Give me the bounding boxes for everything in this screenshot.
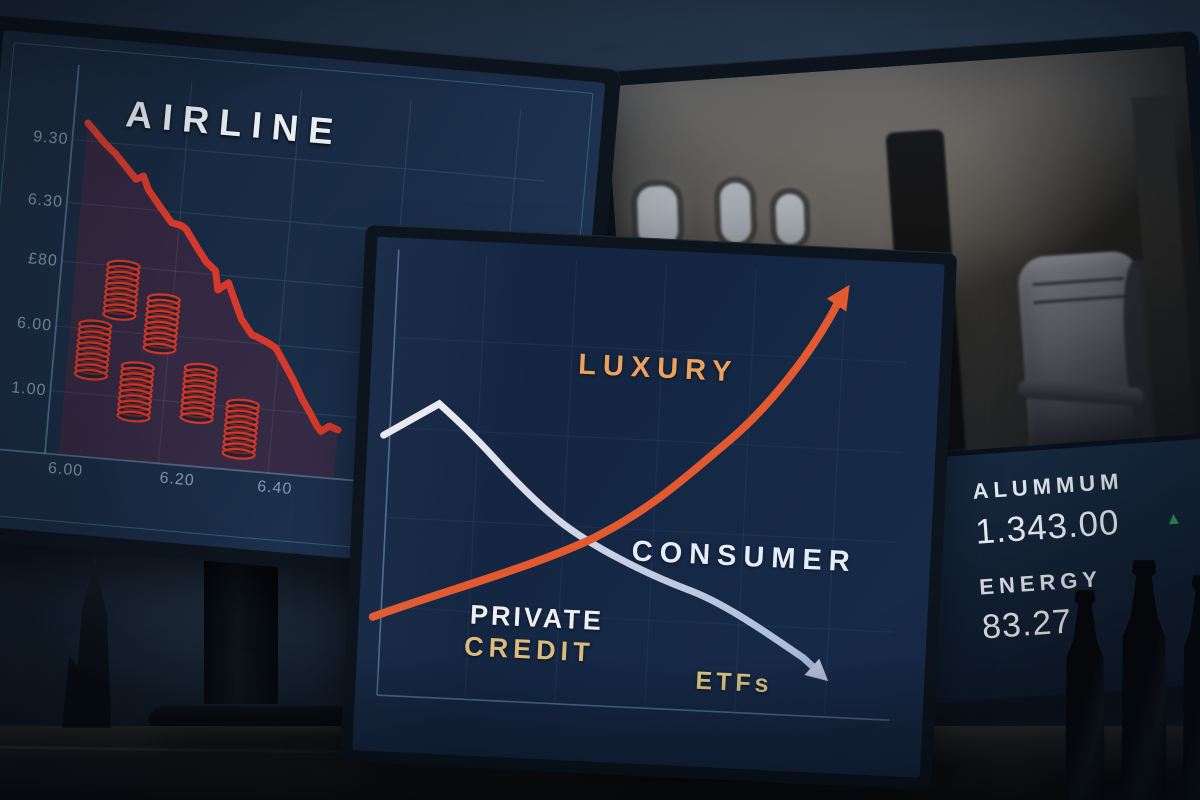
coin-stack-icon <box>115 360 156 424</box>
center-monitor-screen: LUXURY CONSUMER PRIVATE CREDIT ETFs <box>352 236 945 778</box>
label-etfs: ETFs <box>694 666 774 699</box>
x-axis-tick: 6.20 <box>158 469 196 490</box>
ticker-value-row: 1.343.00 ▲ <box>974 498 1183 552</box>
ticker-price: 83.27 <box>980 602 1074 647</box>
luxury-line <box>368 297 843 621</box>
label-credit: CREDIT <box>463 631 596 668</box>
center-monitor: LUXURY CONSUMER PRIVATE CREDIT ETFs <box>339 224 958 791</box>
coin-stack-icon <box>101 258 142 323</box>
price-up-icon: ▲ <box>1164 508 1183 529</box>
y-axis-tick: 1.00 <box>10 379 48 400</box>
ticker-row: ALUMMUM 1.343.00 ▲ <box>972 464 1184 552</box>
ticker-symbol: ALUMMUM <box>971 468 1125 504</box>
coin-stack-icon <box>73 318 113 382</box>
coin-stack-icon <box>179 361 219 426</box>
coin-stack-icon <box>141 292 182 356</box>
ticker-price: 1.343.00 <box>974 502 1121 552</box>
x-axis-tick: 6.00 <box>47 459 84 480</box>
coin-stack-icon <box>221 397 261 461</box>
label-private: PRIVATE <box>469 599 605 637</box>
sector-trends-chart <box>368 249 906 721</box>
x-axis-tick: 6.40 <box>256 478 294 499</box>
desk-figurine <box>62 556 112 728</box>
